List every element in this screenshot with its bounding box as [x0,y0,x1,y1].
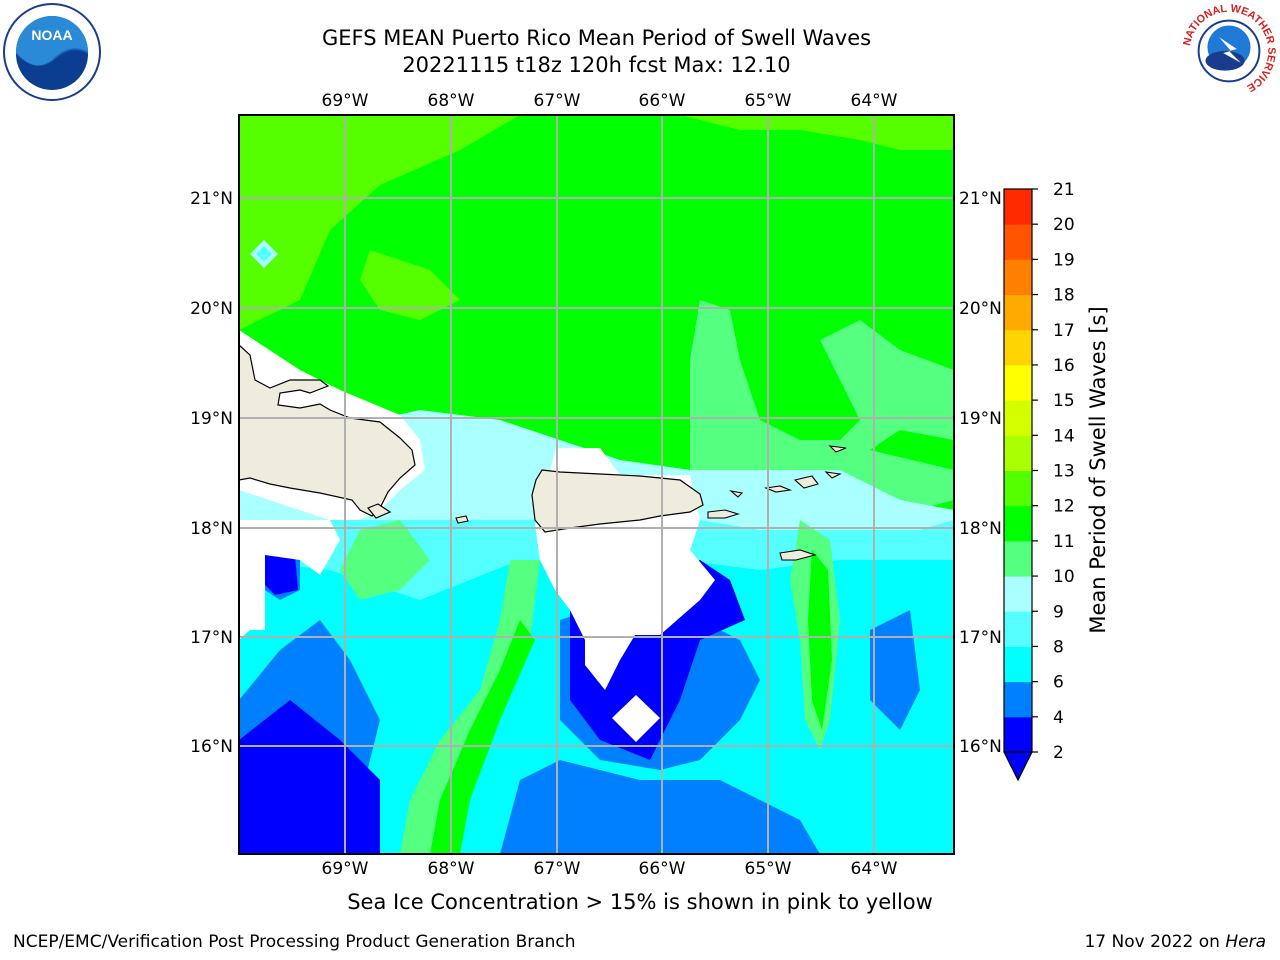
lat-label: 19°N [190,409,233,429]
lon-label: 65°W [745,859,792,879]
colorbar-extend-min [1003,751,1033,782]
colorbar-tick-label: 17 [1053,321,1075,341]
colorbar: 2 4 6 8 9 10 11 12 13 14 15 16 17 18 19 20 21 [1003,180,1075,782]
colorbar-tick-label: 10 [1053,567,1075,587]
colorbar-segment [1004,294,1032,331]
chart-subtitle: 20221115 t18z 120h fcst Max: 12.10 [402,53,791,77]
lon-labels-top: 69°W 68°W 67°W 66°W 65°W 64°W [322,91,898,111]
colorbar-segment [1004,224,1032,260]
colorbar-segment [1004,189,1032,225]
lat-label: 19°N [959,409,1002,429]
nws-logo-icon: NATIONAL WEATHER SERVICE [1181,3,1277,99]
colorbar-tick-label: 11 [1053,532,1075,552]
footer-date-text: 17 Nov 2022 on [1084,932,1226,952]
noaa-logo-icon: NOAA [3,3,101,101]
lon-label: 68°W [428,91,475,111]
lon-label: 68°W [428,859,475,879]
colorbar-tick-label: 18 [1053,286,1075,306]
lat-label: 17°N [959,628,1002,648]
graticule [239,115,954,854]
colorbar-segment [1004,400,1032,436]
lon-label: 66°W [639,859,686,879]
lon-label: 64°W [851,91,898,111]
map-frame [238,114,955,855]
colorbar-segment [1004,505,1032,542]
colorbar-tick-label: 15 [1053,391,1075,411]
lon-label: 65°W [745,91,792,111]
lat-label: 16°N [190,737,233,757]
colorbar-segment [1004,470,1032,507]
sea-ice-note: Sea Ice Concentration > 15% is shown in … [347,890,933,914]
colorbar-segment [1004,540,1032,577]
colorbar-tick-label: 19 [1053,250,1075,270]
lon-labels-bottom: 69°W 68°W 67°W 66°W 65°W 64°W [322,859,898,879]
colorbar-tick-label: 16 [1053,356,1075,376]
lat-labels-right: 21°N 20°N 19°N 18°N 17°N 16°N [959,189,1002,757]
noaa-logo-text: NOAA [31,27,72,43]
lat-label: 17°N [190,628,233,648]
colorbar-tick-label: 8 [1053,637,1064,657]
lat-label: 20°N [959,299,1002,319]
colorbar-segment [1004,329,1032,366]
footer-credit: NCEP/EMC/Verification Post Processing Pr… [13,932,576,952]
colorbar-segment [1004,364,1032,401]
colorbar-segment [1004,611,1032,647]
colorbar-tick-label: 21 [1053,180,1075,200]
colorbar-segment [1004,576,1032,612]
lon-label: 69°W [322,91,369,111]
swell-period-field [239,115,954,854]
colorbar-tick-label: 20 [1053,215,1075,235]
colorbar-segment [1004,716,1032,753]
colorbar-tick-label: 13 [1053,462,1075,482]
colorbar-segment [1004,435,1032,471]
colorbar-segment [1004,681,1032,718]
colorbar-segment [1004,259,1032,296]
colorbar-label: Mean Period of Swell Waves [s] [1086,306,1110,633]
colorbar-segment [1004,646,1032,683]
lat-label: 20°N [190,299,233,319]
lat-label: 18°N [190,519,233,539]
lon-label: 67°W [534,91,581,111]
lon-label: 64°W [851,859,898,879]
lon-label: 69°W [322,859,369,879]
colorbar-tick-label: 14 [1053,426,1075,446]
chart-title: GEFS MEAN Puerto Rico Mean Period of Swe… [321,26,872,50]
lat-label: 16°N [959,737,1002,757]
colorbar-tick-label: 12 [1053,497,1075,517]
footer-date: 17 Nov 2022 on Hera [1084,932,1266,952]
lon-label: 67°W [534,859,581,879]
lon-label: 66°W [639,91,686,111]
colorbar-tick-label: 4 [1053,708,1064,728]
lat-labels-left: 21°N 20°N 19°N 18°N 17°N 16°N [190,189,233,757]
lat-label: 21°N [959,189,1002,209]
lat-label: 21°N [190,189,233,209]
colorbar-tick-label: 9 [1053,602,1064,622]
colorbar-tick-label: 2 [1053,743,1064,763]
colorbar-tick-label: 6 [1053,673,1064,693]
footer-host: Hera [1225,932,1266,952]
lat-label: 18°N [959,519,1002,539]
